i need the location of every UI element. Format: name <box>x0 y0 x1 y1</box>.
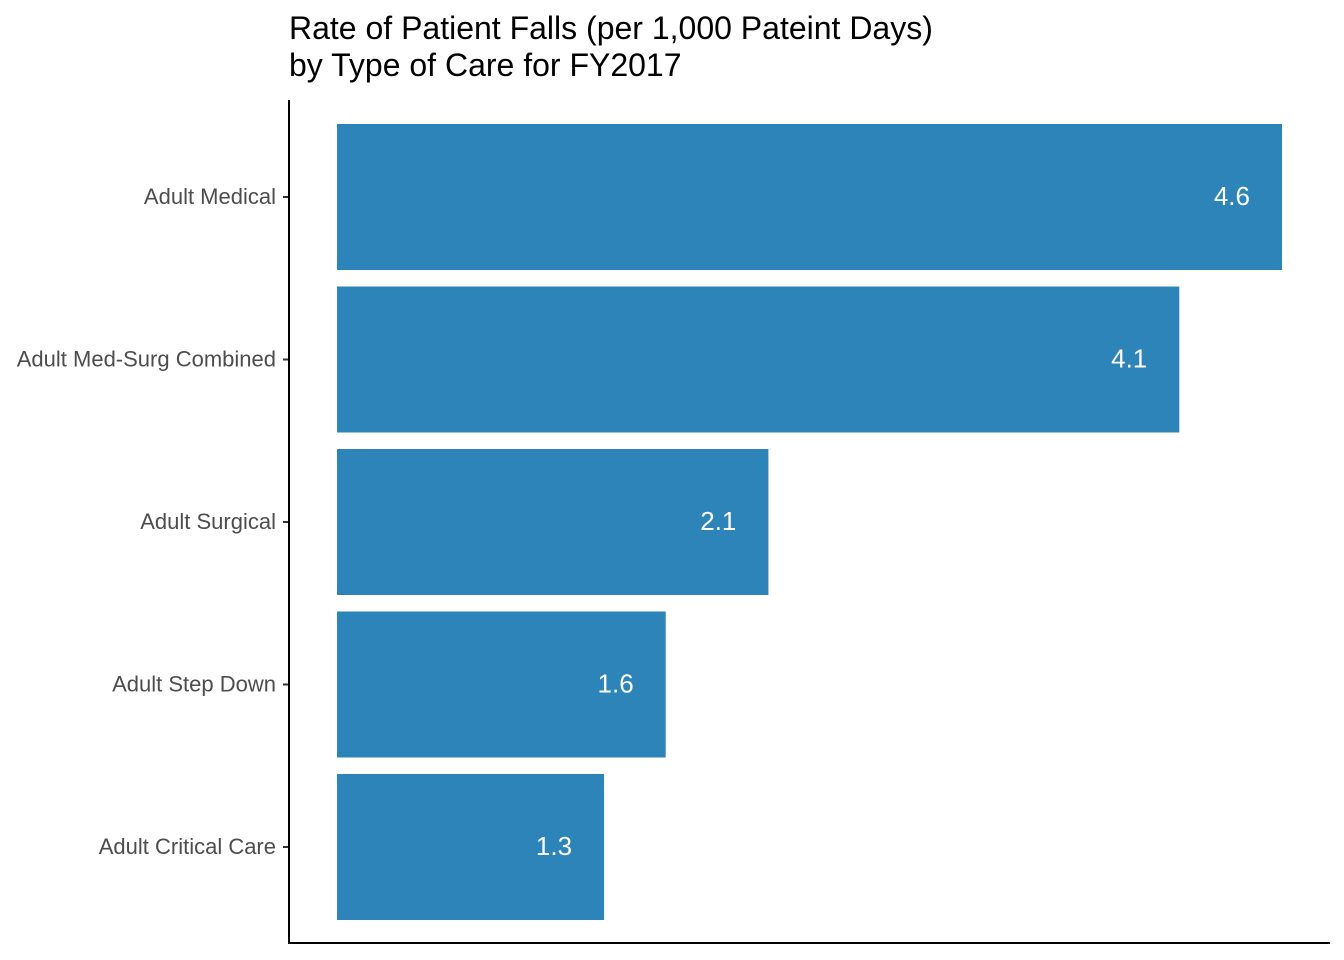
y-tick-label: Adult Medical <box>144 184 276 209</box>
data-label: 4.6 <box>1214 181 1250 211</box>
y-tick-label: Adult Med-Surg Combined <box>17 346 276 371</box>
y-tick-label: Adult Surgical <box>140 509 276 534</box>
bar-adult-medical <box>337 124 1282 270</box>
y-tick-label: Adult Critical Care <box>99 834 276 859</box>
bar-adult-med-surg-combined <box>337 286 1180 433</box>
bars-layer <box>337 124 1282 920</box>
bar-adult-critical-care <box>337 774 605 920</box>
data-label: 1.3 <box>536 831 572 861</box>
data-label: 1.6 <box>598 668 634 698</box>
data-label: 2.1 <box>700 506 736 536</box>
bar-adult-step-down <box>337 611 666 758</box>
data-label: 4.1 <box>1111 343 1147 373</box>
bar-adult-surgical <box>337 449 769 595</box>
chart-title: Rate of Patient Falls (per 1,000 Pateint… <box>289 10 933 84</box>
chart-title-line-1: Rate of Patient Falls (per 1,000 Pateint… <box>289 10 933 46</box>
chart-title-line-2: by Type of Care for FY2017 <box>289 47 682 83</box>
y-tick-label: Adult Step Down <box>112 671 276 696</box>
labels-layer: 4.6 Adult Medical 4.1 Adult Med-Surg Combin… <box>17 181 1250 861</box>
